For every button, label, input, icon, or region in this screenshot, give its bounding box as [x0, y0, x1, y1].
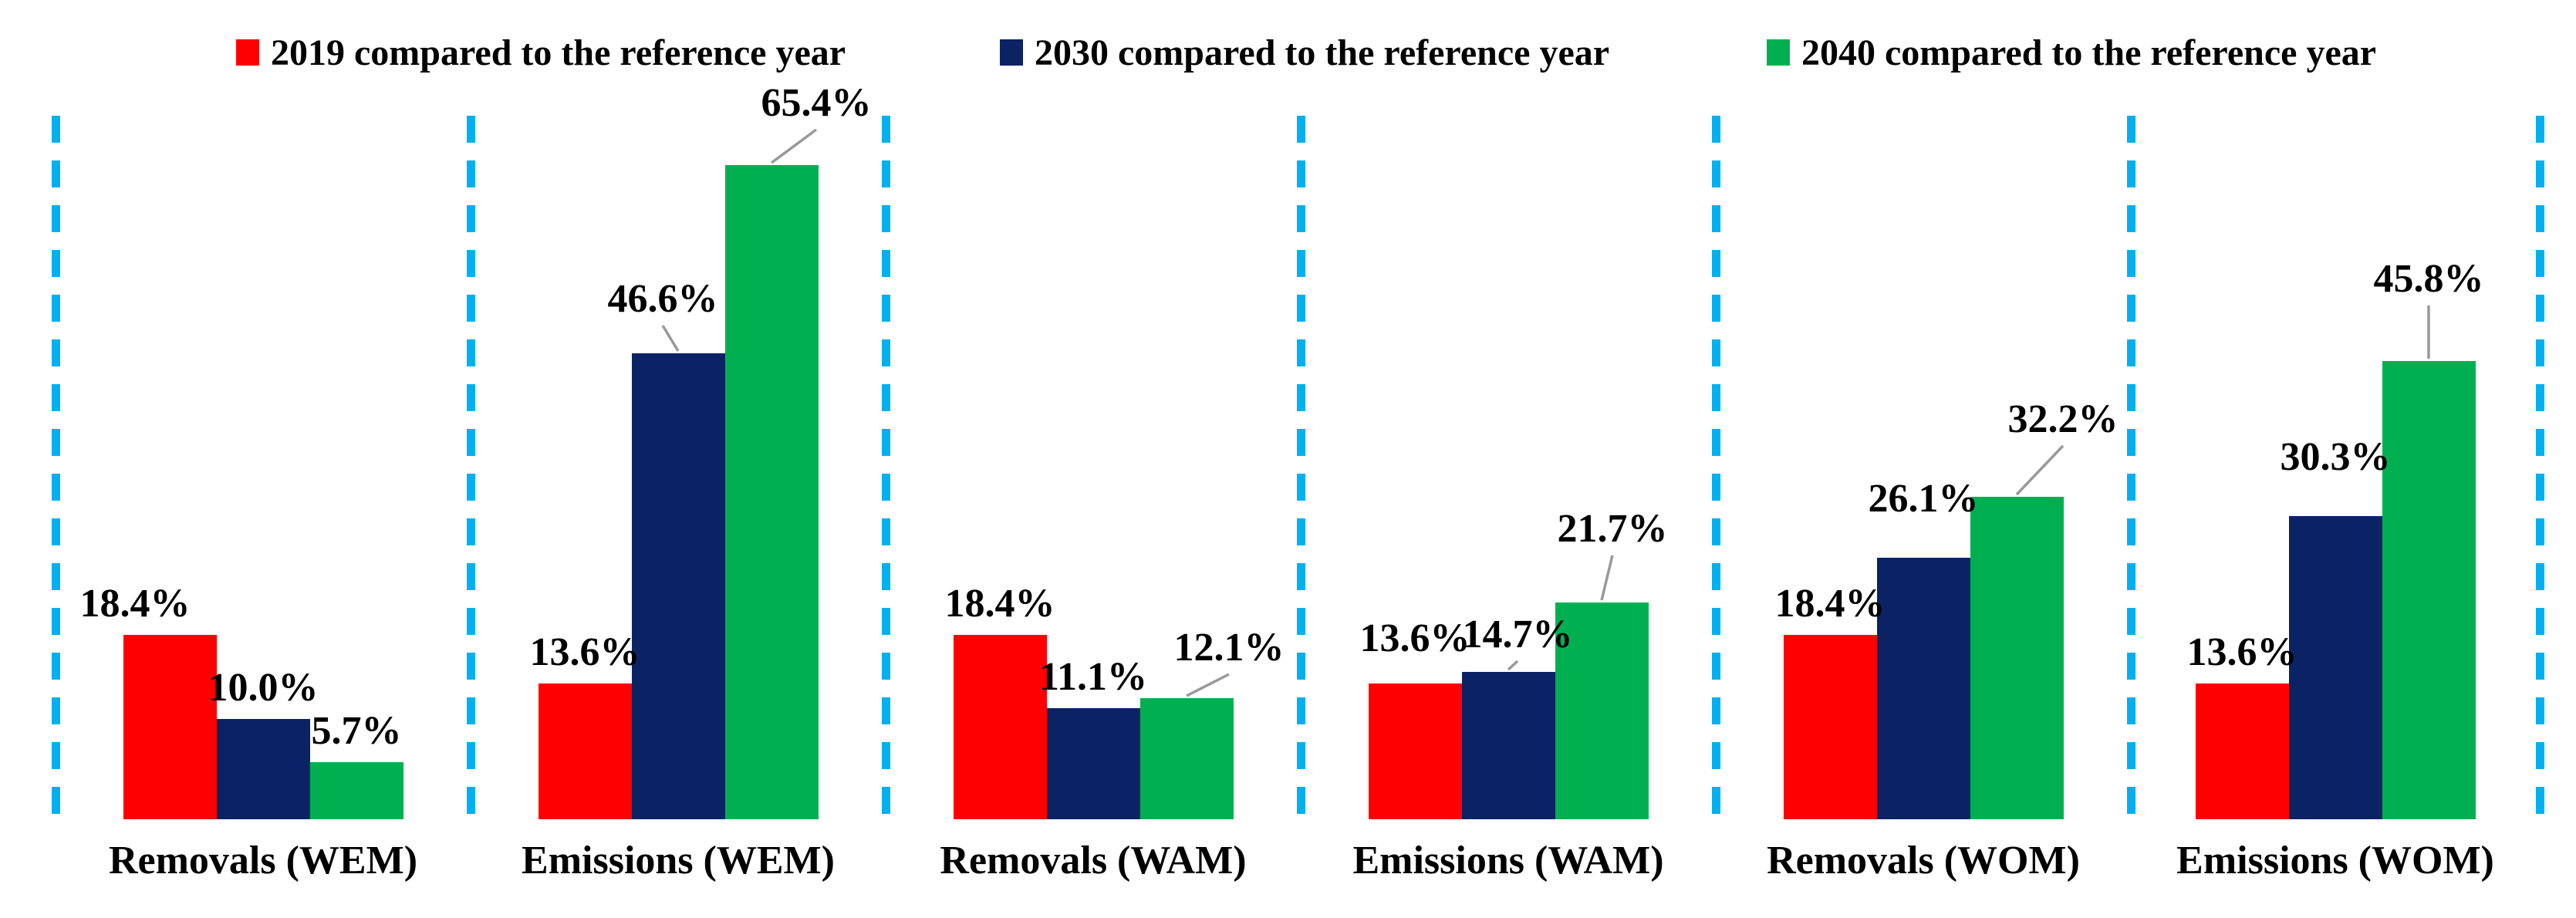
category-label-emissions-wam: Emissions (WAM)	[1352, 839, 1664, 883]
separator-dashed-line-7	[2536, 116, 2544, 819]
value-label-2030-emissions-wam: 14.7%	[1462, 613, 1573, 656]
bar-2030-emissions-wam	[1461, 672, 1555, 819]
bar-2040-removals-wem	[309, 762, 403, 819]
value-label-2019-removals-wam: 18.4%	[944, 582, 1055, 626]
category-label-removals-wem: Removals (WEM)	[108, 839, 418, 883]
legend-item-2019: 2019 compared to the reference year	[236, 31, 846, 74]
value-label-2040-emissions-wem: 65.4%	[761, 81, 872, 125]
separator-dashed-line-4	[1297, 116, 1305, 819]
legend-item-2040: 2040 compared to the reference year	[1767, 31, 2376, 74]
bar-2040-removals-wam	[1139, 698, 1234, 819]
legend-swatch-2019	[236, 39, 259, 66]
value-label-2040-removals-wem: 5.7%	[311, 709, 402, 753]
legend-item-2030: 2030 compared to the reference year	[1000, 31, 1609, 74]
bar-2040-emissions-wom	[2382, 361, 2476, 819]
bar-2019-removals-wem	[123, 635, 217, 819]
legend-label-2030: 2030 compared to the reference year	[1035, 32, 1610, 73]
bar-2040-removals-wom	[1970, 497, 2064, 819]
leader-line-2030-emissions-wem	[661, 325, 680, 352]
category-label-emissions-wom: Emissions (WOM)	[2176, 839, 2494, 883]
legend-label-2019: 2019 compared to the reference year	[271, 32, 846, 73]
bar-2019-emissions-wom	[2195, 683, 2289, 819]
bar-2019-emissions-wem	[538, 683, 632, 819]
legend-label-2040: 2040 compared to the reference year	[1801, 32, 2377, 73]
bar-2019-emissions-wam	[1368, 683, 1462, 819]
bar-2040-emissions-wem	[724, 165, 819, 819]
value-label-2019-emissions-wom: 13.6%	[2186, 630, 2297, 674]
value-label-2030-emissions-wom: 30.3%	[2280, 435, 2391, 479]
leader-line-2040-emissions-wem	[770, 128, 818, 164]
legend-swatch-2040	[1767, 39, 1790, 66]
separator-dashed-line-2	[467, 116, 475, 819]
category-label-emissions-wem: Emissions (WEM)	[522, 839, 835, 883]
bar-2030-emissions-wom	[2288, 516, 2382, 819]
leader-line-2030-emissions-wam	[1507, 660, 1519, 671]
legend-swatch-2030	[1000, 39, 1023, 66]
value-label-2030-removals-wom: 26.1%	[1868, 477, 1979, 521]
value-label-2030-removals-wem: 10.0%	[208, 666, 319, 710]
value-label-2040-removals-wam: 12.1%	[1173, 626, 1285, 670]
value-label-2030-removals-wam: 11.1%	[1038, 655, 1148, 699]
value-label-2019-removals-wem: 18.4%	[79, 582, 191, 626]
category-label-removals-wam: Removals (WAM)	[940, 839, 1247, 883]
bar-2030-emissions-wem	[631, 353, 725, 819]
value-label-2019-removals-wom: 18.4%	[1774, 582, 1886, 626]
separator-dashed-line-3	[882, 116, 890, 819]
value-label-2019-emissions-wam: 13.6%	[1359, 616, 1470, 660]
value-label-2030-emissions-wem: 46.6%	[607, 277, 718, 321]
bar-2019-removals-wom	[1783, 635, 1877, 819]
category-label-removals-wom: Removals (WOM)	[1767, 839, 2080, 883]
bar-2030-removals-wam	[1046, 708, 1140, 819]
bar-2040-emissions-wam	[1555, 602, 1649, 819]
bar-2030-removals-wem	[216, 719, 310, 819]
bar-2030-removals-wom	[1876, 558, 1970, 819]
separator-dashed-line-6	[2127, 116, 2135, 819]
separator-dashed-line-5	[1712, 116, 1720, 819]
value-label-2019-emissions-wem: 13.6%	[529, 630, 640, 674]
separator-dashed-line-1	[52, 116, 60, 819]
value-label-2040-removals-wom: 32.2%	[2007, 397, 2119, 441]
value-label-2040-emissions-wam: 21.7%	[1557, 507, 1668, 551]
leader-line-2040-emissions-wam	[1600, 555, 1614, 601]
bar-2019-removals-wam	[953, 635, 1047, 819]
value-label-2040-emissions-wom: 45.8%	[2373, 257, 2484, 301]
